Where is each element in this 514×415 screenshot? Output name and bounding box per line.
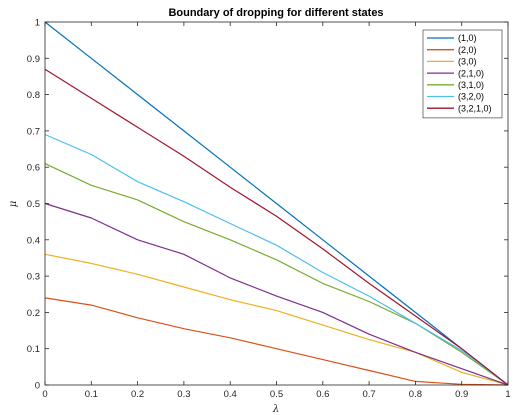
- x-axis: 0 0.1 0.2 0.3 0.4 0.5 0.6 0.7 0.8 0.9 1: [42, 22, 511, 400]
- x-tick-label: 0.1: [85, 389, 98, 400]
- series-layer: [44, 21, 509, 386]
- y-tick-label: 0.8: [27, 90, 40, 101]
- y-axis: 0 0.1 0.2 0.3 0.4 0.5 0.6 0.7 0.8 0.9 1: [27, 18, 508, 392]
- series-line-6: [44, 133, 509, 386]
- y-tick-label: 0.1: [27, 344, 40, 355]
- legend-label: (1,0): [458, 33, 477, 43]
- x-tick-label: 1: [505, 389, 510, 400]
- y-tick-label: 1: [35, 18, 40, 29]
- x-tick-label: 0.4: [224, 389, 237, 400]
- x-tick-label: 0.8: [409, 389, 422, 400]
- y-tick-label: 0.2: [27, 308, 40, 319]
- series-line-1: [44, 21, 509, 386]
- series-line-2: [44, 297, 509, 386]
- y-tick-label: 0.5: [27, 199, 40, 210]
- x-tick-label: 0.2: [131, 389, 144, 400]
- series-line-4: [44, 202, 509, 386]
- y-tick-label: 0.9: [27, 54, 40, 65]
- y-axis-label: μ: [8, 201, 19, 208]
- x-tick-label: 0.7: [362, 389, 375, 400]
- y-tick-label: 0: [35, 381, 40, 392]
- x-axis-label: λ: [272, 404, 279, 415]
- legend-label: (2,0): [458, 45, 477, 55]
- x-tick-label: 0: [42, 389, 47, 400]
- y-tick-label: 0.4: [27, 235, 40, 246]
- legend-label: (3,2,0): [458, 92, 484, 102]
- x-tick-label: 0.3: [177, 389, 190, 400]
- legend-label: (3,1,0): [458, 80, 484, 90]
- series-line-3: [44, 253, 509, 386]
- x-tick-label: 0.6: [316, 389, 329, 400]
- y-tick-label: 0.7: [27, 126, 40, 137]
- legend-label: (2,1,0): [458, 68, 484, 78]
- chart-title: Boundary of dropping for different state…: [168, 7, 383, 19]
- series-line-7: [44, 68, 509, 386]
- x-tick-label: 0.5: [270, 389, 283, 400]
- y-tick-label: 0.6: [27, 163, 40, 174]
- legend-label: (3,2,1,0): [458, 103, 492, 113]
- y-tick-label: 0.3: [27, 272, 40, 283]
- legend-box: [422, 29, 503, 119]
- legend-label: (3,0): [458, 57, 477, 67]
- x-tick-label: 0.9: [455, 389, 468, 400]
- legend: (1,0) (2,0) (3,0)(2,1,0) (3,1,0) (3,2,0)(3,2…: [422, 29, 503, 119]
